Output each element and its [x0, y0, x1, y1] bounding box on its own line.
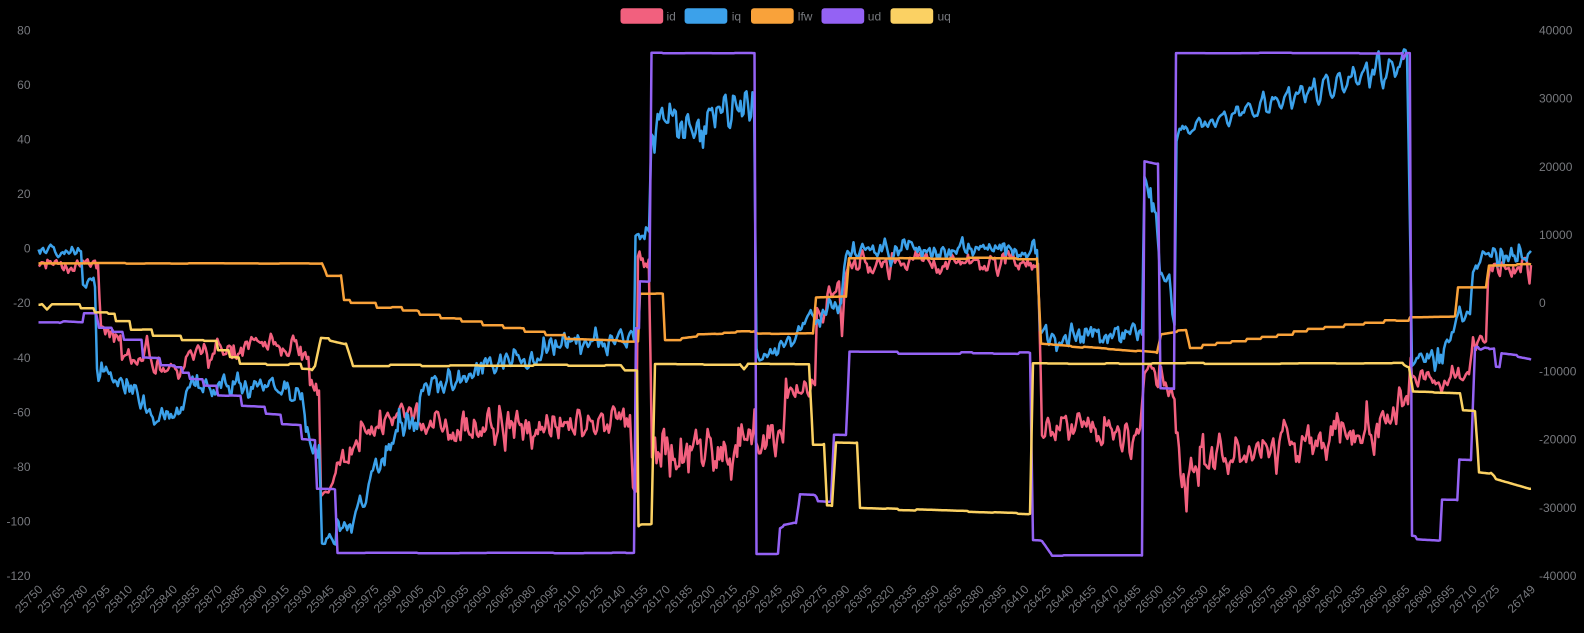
- svg-text:60: 60: [17, 78, 31, 92]
- svg-text:ud: ud: [868, 9, 881, 23]
- svg-text:40000: 40000: [1539, 24, 1573, 38]
- svg-text:-100: -100: [6, 515, 30, 529]
- svg-text:-30000: -30000: [1539, 501, 1577, 515]
- svg-text:id: id: [667, 9, 676, 23]
- svg-text:30000: 30000: [1539, 92, 1573, 106]
- svg-text:iq: iq: [732, 9, 741, 23]
- svg-text:0: 0: [1539, 296, 1546, 310]
- svg-text:40: 40: [17, 133, 31, 147]
- svg-text:-20000: -20000: [1539, 433, 1577, 447]
- svg-text:-120: -120: [6, 569, 30, 583]
- svg-text:-60: -60: [13, 405, 31, 419]
- svg-text:20000: 20000: [1539, 160, 1573, 174]
- svg-text:80: 80: [17, 24, 31, 38]
- svg-text:20: 20: [17, 187, 31, 201]
- svg-text:10000: 10000: [1539, 228, 1573, 242]
- svg-text:-40000: -40000: [1539, 569, 1577, 583]
- svg-text:-20: -20: [13, 296, 31, 310]
- svg-text:-10000: -10000: [1539, 364, 1577, 378]
- svg-text:uq: uq: [938, 9, 951, 23]
- svg-text:0: 0: [24, 242, 31, 256]
- svg-text:-80: -80: [13, 460, 31, 474]
- svg-text:-40: -40: [13, 351, 31, 365]
- svg-text:lfw: lfw: [798, 9, 813, 23]
